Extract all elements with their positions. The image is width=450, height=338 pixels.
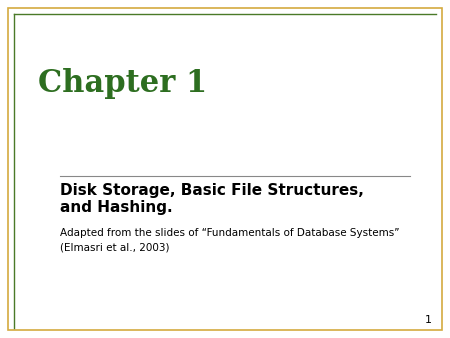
Text: 1: 1 [425,315,432,325]
Text: Adapted from the slides of “Fundamentals of Database Systems”: Adapted from the slides of “Fundamentals… [60,228,400,238]
Text: Chapter 1: Chapter 1 [38,68,207,99]
Text: (Elmasri et al., 2003): (Elmasri et al., 2003) [60,242,170,252]
Text: Disk Storage, Basic File Structures,: Disk Storage, Basic File Structures, [60,183,364,198]
Text: and Hashing.: and Hashing. [60,200,173,215]
